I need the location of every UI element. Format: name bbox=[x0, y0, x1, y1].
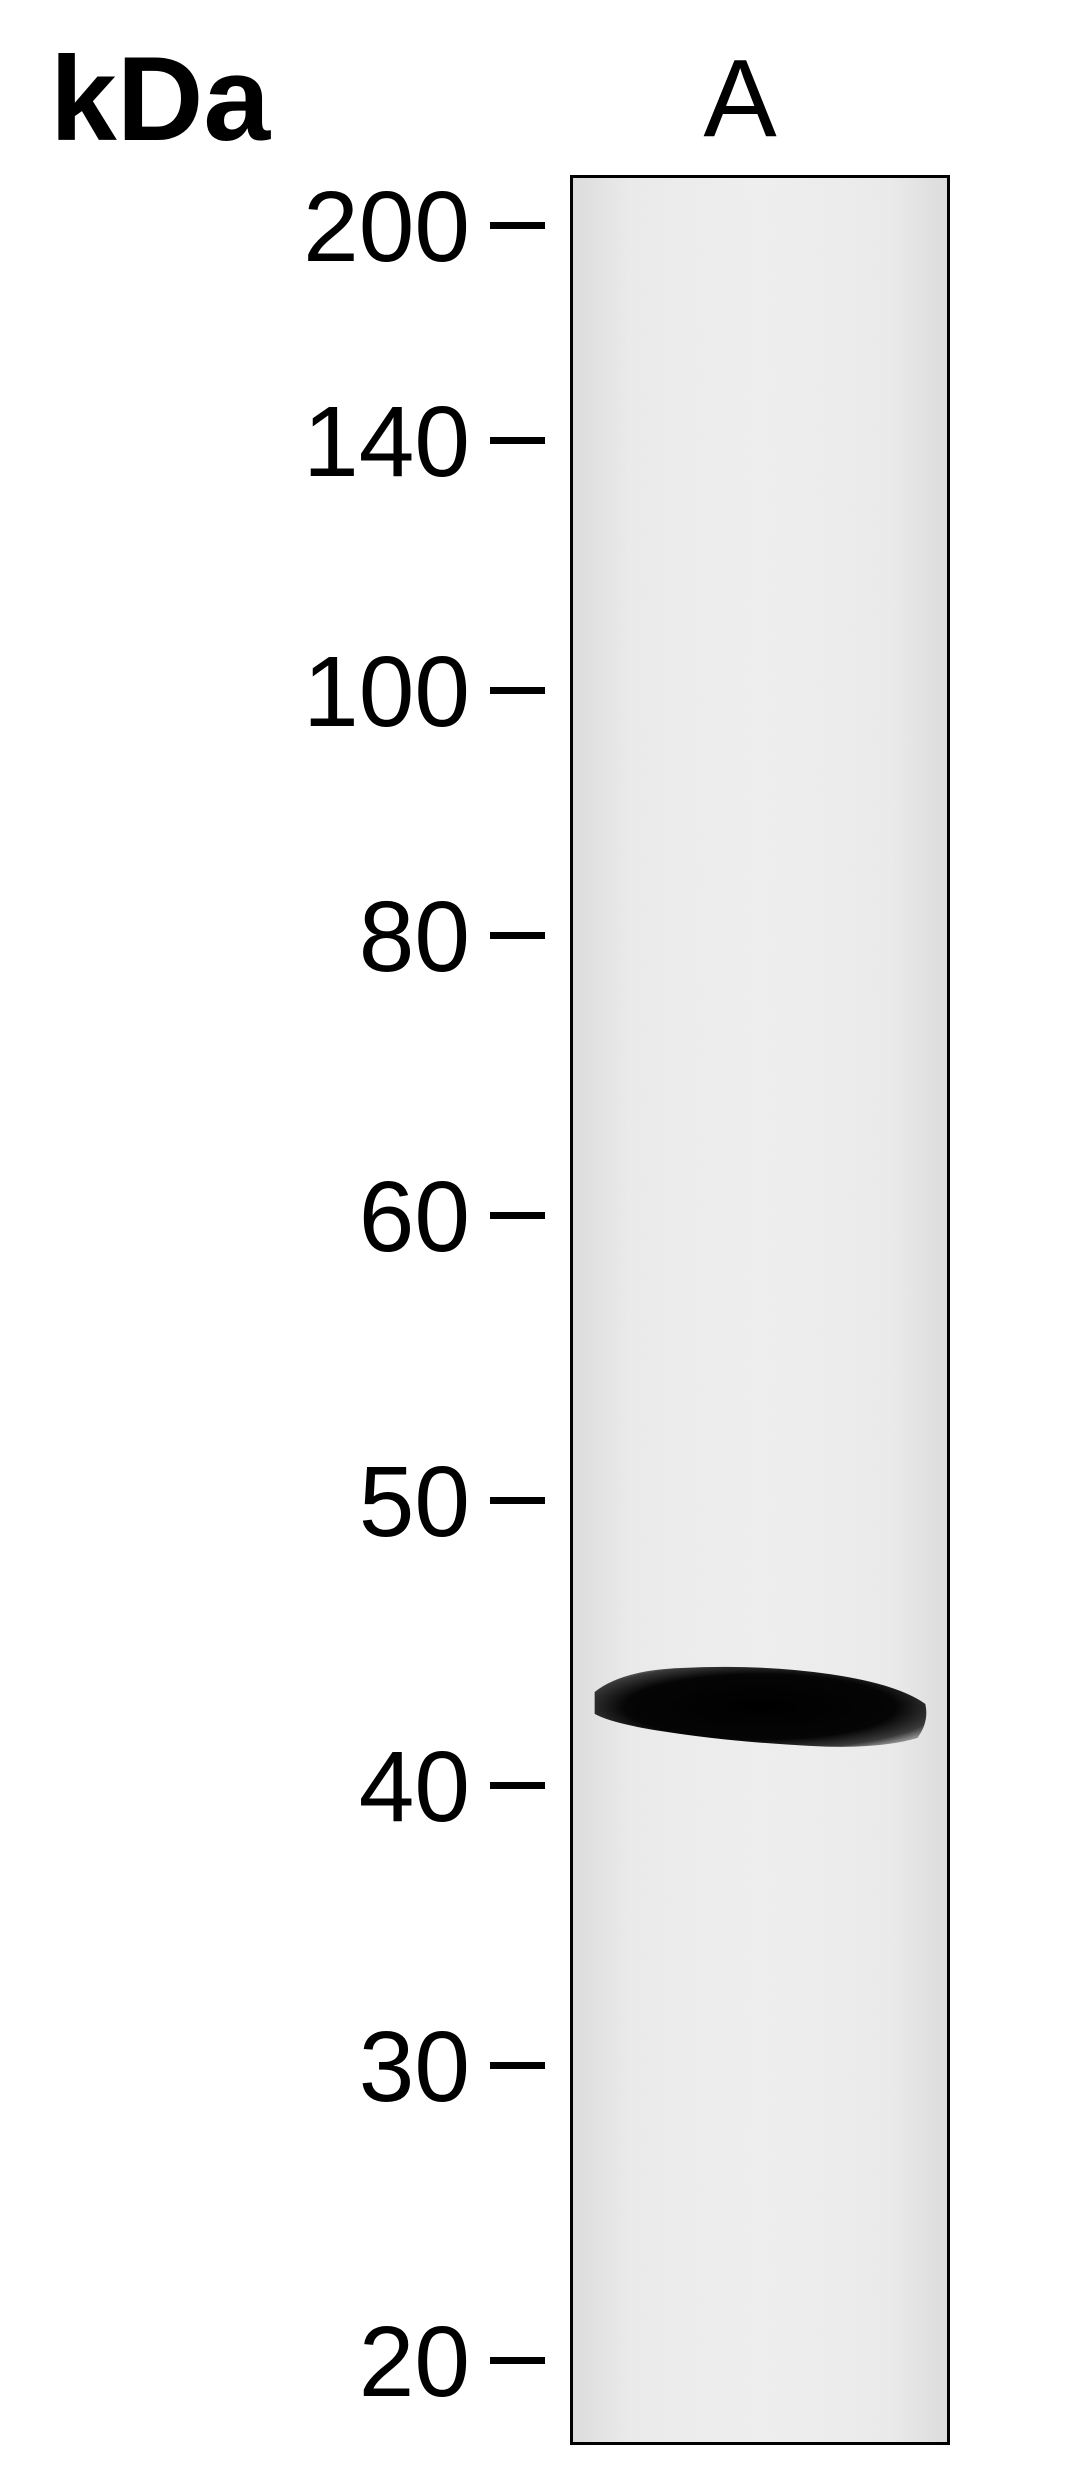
tick-label-200: 200 bbox=[303, 170, 470, 285]
tick-mark-20 bbox=[490, 2357, 545, 2364]
tick-mark-60 bbox=[490, 1212, 545, 1219]
tick-label-20: 20 bbox=[359, 2305, 470, 2420]
tick-label-60: 60 bbox=[359, 1160, 470, 1275]
lane-a bbox=[570, 175, 950, 2445]
lane-label-a: A bbox=[700, 35, 780, 162]
tick-label-80: 80 bbox=[359, 880, 470, 995]
blot-container: kDa A 200 140 100 80 60 50 40 30 20 bbox=[0, 0, 1080, 2487]
tick-label-100: 100 bbox=[303, 635, 470, 750]
tick-label-50: 50 bbox=[359, 1445, 470, 1560]
tick-label-40: 40 bbox=[359, 1730, 470, 1845]
tick-mark-40 bbox=[490, 1782, 545, 1789]
band-42kda bbox=[573, 178, 947, 2442]
tick-mark-200 bbox=[490, 222, 545, 229]
tick-label-30: 30 bbox=[359, 2010, 470, 2125]
tick-mark-30 bbox=[490, 2062, 545, 2069]
tick-mark-100 bbox=[490, 687, 545, 694]
tick-label-140: 140 bbox=[303, 385, 470, 500]
tick-mark-80 bbox=[490, 932, 545, 939]
tick-mark-140 bbox=[490, 437, 545, 444]
y-axis-title: kDa bbox=[50, 30, 270, 168]
tick-mark-50 bbox=[490, 1497, 545, 1504]
